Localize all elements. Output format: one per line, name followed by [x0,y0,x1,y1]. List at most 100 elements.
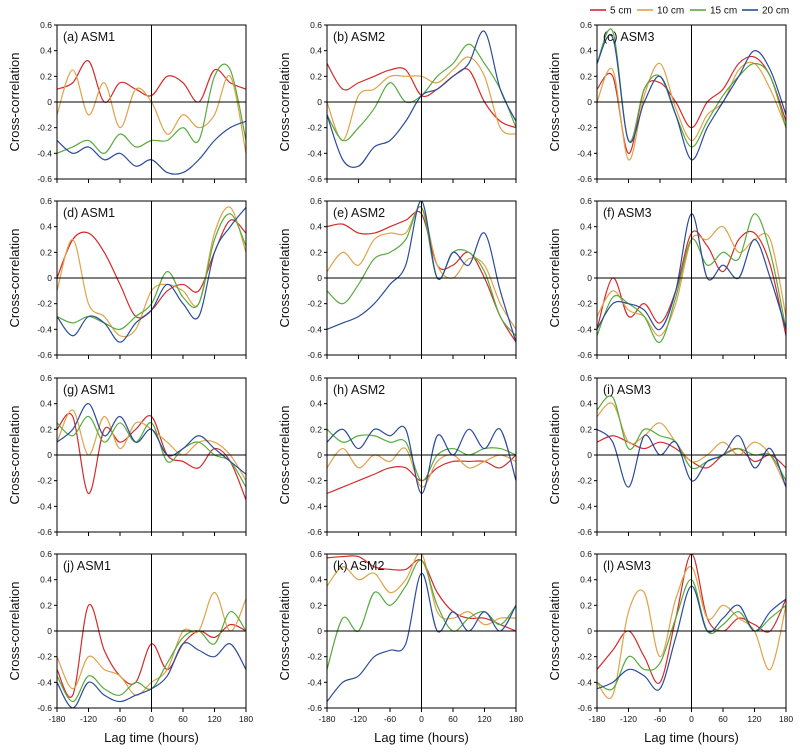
chart-panel: -0.6 -0.4 -0.2 0 0.2 0.4 0.6 (a) ASM1 Cross-corr… [7,20,247,184]
y-axis-label: Cross-correlation [7,53,22,152]
y-tick-label: 0 [47,273,52,283]
y-tick-label: -0.2 [307,299,322,309]
y-axis-label: Cross-correlation [277,53,292,152]
y-tick-label: -0.2 [37,652,52,662]
y-tick-label: 0.2 [310,71,322,81]
y-tick-label: 0.6 [580,196,592,206]
y-axis-label: Cross-correlation [547,229,562,328]
y-tick-label: 0.6 [40,373,52,383]
y-tick-label: -0.6 [37,350,52,360]
y-axis-label: Cross-correlation [277,582,292,681]
x-tick-label: -120 [350,714,367,724]
y-tick-label: -0.4 [307,324,322,334]
x-tick-label: 0 [149,714,154,724]
legend-label: 15 cm [710,6,737,17]
series-line [597,34,786,161]
panel-title: (e) ASM2 [333,206,385,220]
y-tick-label: -0.2 [307,652,322,662]
y-tick-label: -0.2 [577,652,592,662]
y-tick-label: 0.2 [580,600,592,610]
panel-title: (g) ASM1 [63,383,115,397]
y-tick-label: 0.4 [580,575,592,585]
panel-title: (i) ASM3 [603,383,651,397]
y-tick-label: 0 [587,97,592,107]
y-tick-label: -0.4 [37,324,52,334]
panel-title: (a) ASM1 [63,30,115,44]
x-tick-label: -120 [620,714,637,724]
y-tick-label: -0.2 [577,299,592,309]
y-tick-label: 0.4 [580,399,592,409]
chart-panel: -0.6 -0.4 -0.2 0 0.2 0.4 0.6 (d) ASM1 Cross-corr… [7,196,247,360]
panel-title: (h) ASM2 [333,383,385,397]
y-axis-label: Cross-correlation [7,229,22,328]
y-tick-label: -0.2 [577,123,592,133]
chart-panel: -0.6 -0.4 -0.2 0 0.2 0.4 0.6 (e) ASM2 Cross-corr… [277,196,517,360]
y-tick-label: 0 [47,626,52,636]
y-tick-label: -0.4 [577,324,592,334]
y-tick-label: 0.2 [580,424,592,434]
chart-panel: -0.6 -0.4 -0.2 0 0.2 0.4 0.6 (g) ASM1 Cross-corr… [7,373,247,537]
panel-title: (k) ASM2 [333,559,384,573]
panels: -0.6 -0.4 -0.2 0 0.2 0.4 0.6 (a) ASM1 Cross-corr… [7,20,793,745]
chart-panel: -0.6 -0.4 -0.2 0 0.2 0.4 0.6 (i) ASM3 Cross-corr… [547,373,787,537]
y-tick-label: -0.6 [577,174,592,184]
y-tick-label: -0.6 [37,703,52,713]
chart-panel: -0.6 -0.4 -0.2 0 0.2 0.4 0.6 (c) ASM3 Cross-corr… [547,20,787,184]
y-tick-label: 0.2 [40,247,52,257]
x-tick-label: -120 [80,714,97,724]
y-tick-label: 0.4 [40,575,52,585]
x-tick-label: -180 [318,714,335,724]
x-tick-label: 180 [239,714,253,724]
y-tick-label: 0.2 [40,71,52,81]
y-tick-label: -0.4 [307,501,322,511]
chart-panel: -0.6 -0.4 -0.2 0 0.2 0.4 0.6 (f) ASM3 Cross-corr… [547,196,787,360]
y-tick-label: 0 [317,626,322,636]
chart-panel: -0.6 -0.4 -0.2 0 0.2 0.4 0.6 (b) ASM2 Cross-corr… [277,20,517,184]
y-axis-label: Cross-correlation [277,229,292,328]
y-tick-label: -0.6 [577,350,592,360]
y-axis-label: Cross-correlation [547,53,562,152]
chart-panel: -0.6 -0.4 -0.2 0 0.2 0.4 0.6 -180 -120 -60 0 60 120 1… [547,549,793,745]
x-tick-label: -60 [114,714,127,724]
x-tick-label: 0 [419,714,424,724]
x-axis-label: Lag time (hours) [104,730,199,745]
y-tick-label: -0.2 [577,476,592,486]
x-tick-label: 0 [689,714,694,724]
y-tick-label: 0.2 [310,247,322,257]
panel-title: (f) ASM3 [603,206,652,220]
y-tick-label: 0.2 [310,600,322,610]
legend-label: 10 cm [657,6,684,17]
y-axis-label: Cross-correlation [277,406,292,505]
y-tick-label: 0.4 [580,222,592,232]
x-tick-label: 60 [178,714,188,724]
y-tick-label: 0.4 [310,222,322,232]
x-tick-label: -60 [654,714,667,724]
y-tick-label: -0.4 [577,677,592,687]
y-tick-label: -0.2 [307,476,322,486]
y-tick-label: 0 [317,450,322,460]
y-tick-label: -0.2 [37,123,52,133]
chart-panel: -0.6 -0.4 -0.2 0 0.2 0.4 0.6 (h) ASM2 Cross-corr… [277,373,517,537]
y-tick-label: 0.2 [40,424,52,434]
y-tick-label: 0 [317,97,322,107]
y-tick-label: 0.4 [310,575,322,585]
series-line [327,554,516,626]
x-axis-label: Lag time (hours) [644,730,739,745]
y-axis-label: Cross-correlation [547,582,562,681]
panel-title: (c) ASM3 [603,30,654,44]
y-tick-label: 0 [47,450,52,460]
y-tick-label: 0.6 [580,549,592,559]
y-tick-label: 0.6 [40,549,52,559]
y-tick-label: -0.6 [307,350,322,360]
panel-title: (j) ASM1 [63,559,111,573]
y-tick-label: 0.4 [40,222,52,232]
y-axis-label: Cross-correlation [7,582,22,681]
y-tick-label: 0.2 [310,424,322,434]
y-tick-label: -0.6 [37,527,52,537]
y-tick-label: 0 [317,273,322,283]
y-tick-label: -0.6 [307,703,322,713]
y-tick-label: 0 [587,626,592,636]
x-tick-label: -180 [588,714,605,724]
y-tick-label: 0.4 [310,46,322,56]
